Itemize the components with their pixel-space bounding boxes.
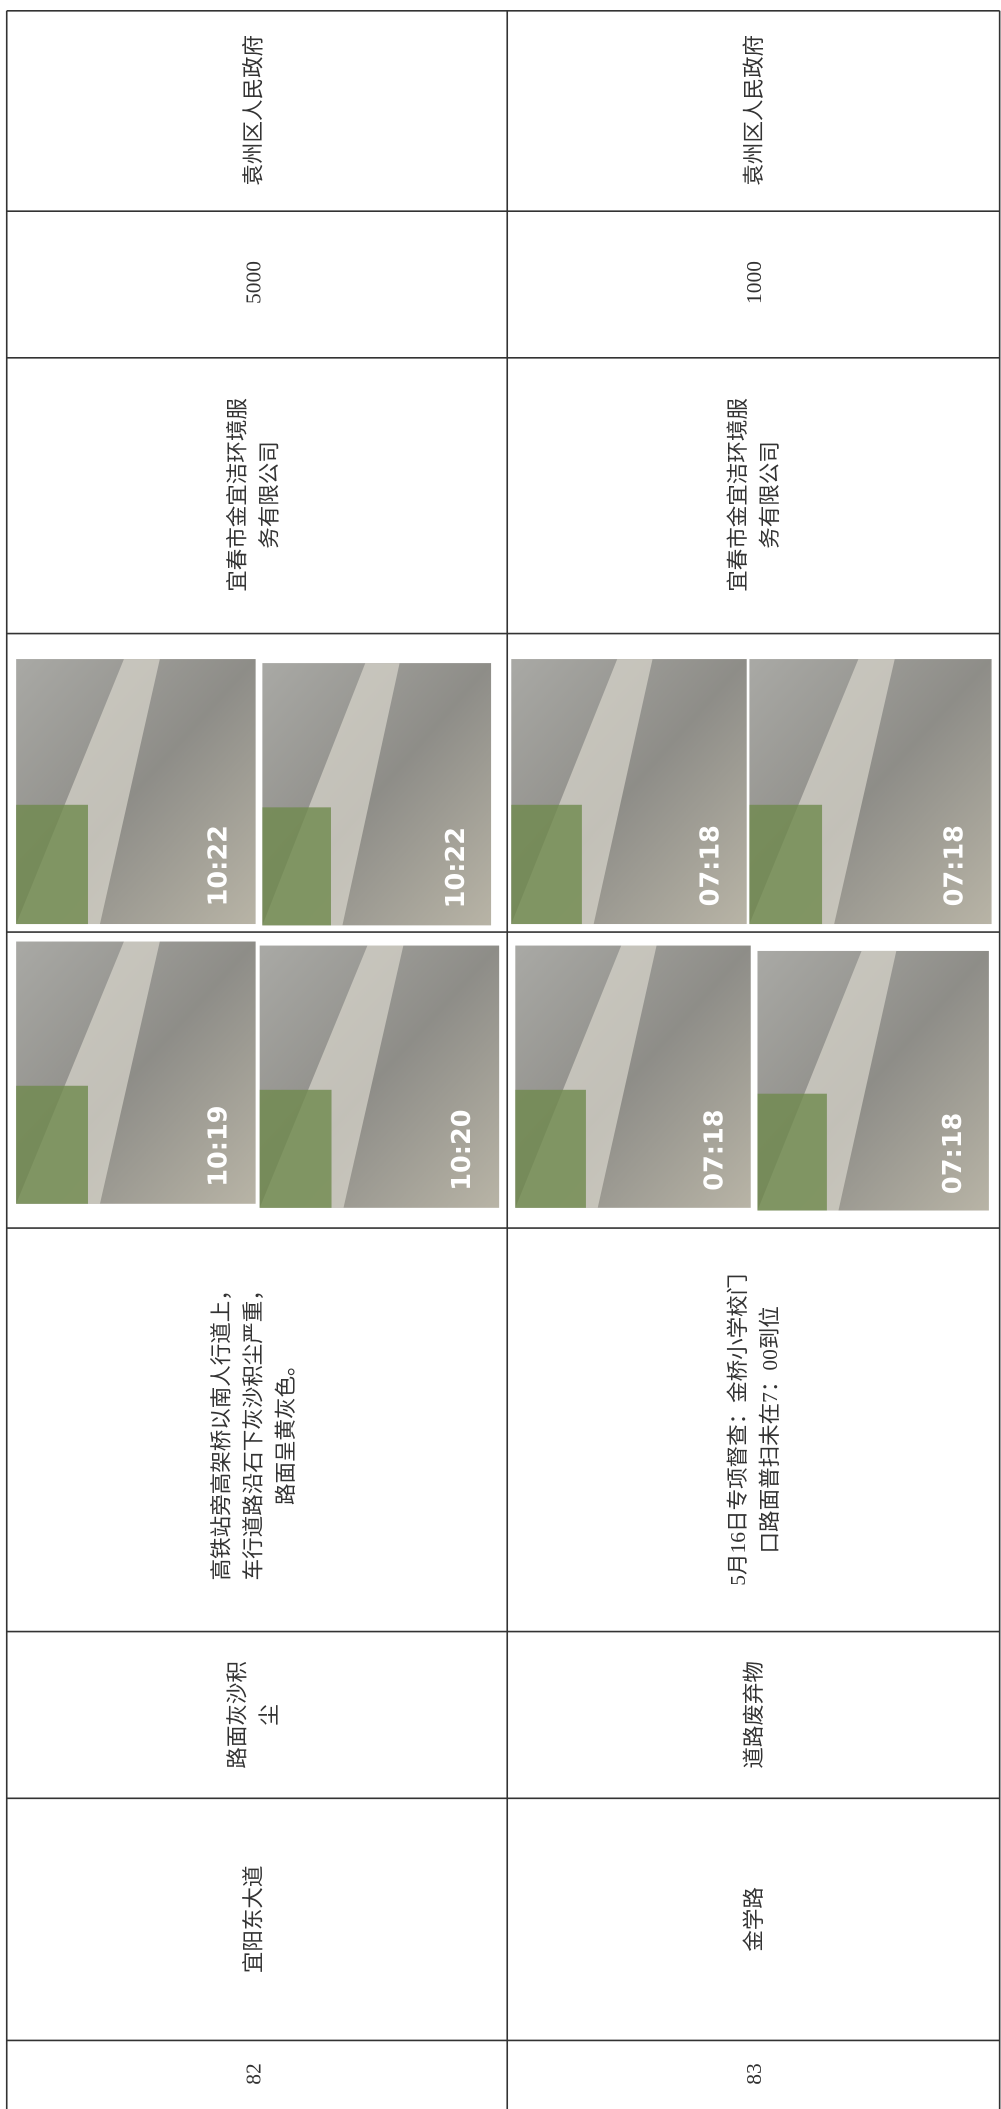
amount: 1000 [742,261,766,304]
issue-text: 路面灰沙积 [225,1661,249,1769]
photo-greenery [16,1085,88,1204]
photo-greenery [515,1089,586,1208]
description-text: 口路面普扫未在7：00到位 [758,1306,782,1553]
description-text: 5月16日专项督查：金桥小学校门 [726,1274,750,1586]
description-text: 路面呈黄灰色。 [274,1354,298,1505]
photo-time: 07:18 [939,825,969,906]
photo-greenery [16,804,88,925]
photo-greenery [749,804,823,925]
issue-text: 尘 [258,1704,282,1726]
row-number: 82 [242,2063,266,2085]
photo-greenery [259,1089,332,1208]
authority: 袁州区人民政府 [742,35,766,186]
photo-time: 07:18 [699,1109,729,1190]
description-text: 高铁站旁高架桥以南人行道上， [209,1279,233,1580]
road-name: 金学路 [742,1887,766,1952]
photo-greenery [511,804,582,925]
photo-time: 10:22 [441,827,471,908]
company-text: 宜春市金宜洁环境服 [726,398,750,592]
authority: 袁州区人民政府 [242,35,266,186]
company-text: 务有限公司 [758,441,782,549]
photo-time: 10:20 [447,1109,477,1190]
photo-time: 07:18 [938,1113,968,1194]
description-text: 车行道路沿石下灰沙积尘严重， [242,1279,266,1580]
photo-greenery [757,1093,827,1211]
photo-greenery [262,807,331,926]
issue-text: 道路废弃物 [742,1661,766,1769]
company-text: 宜春市金宜洁环境服 [225,398,249,592]
road-name: 宜阳东大道 [242,1866,266,1974]
photo-time: 10:19 [204,1105,234,1186]
photo-time: 07:18 [695,825,725,906]
photo-time: 10:22 [204,825,234,906]
company-text: 务有限公司 [258,441,282,549]
row-number: 83 [742,2063,766,2085]
table-grid [5,9,1001,2109]
amount: 5000 [242,261,266,304]
